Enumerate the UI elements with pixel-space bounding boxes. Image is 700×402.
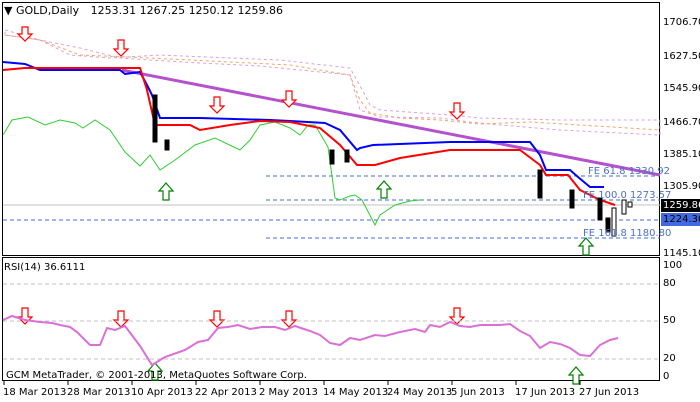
x-tick: 17 Jun 2013 (515, 387, 576, 398)
dropdown-triangle-icon[interactable]: ▼ (4, 4, 13, 17)
x-tick: 10 Apr 2013 (131, 387, 193, 398)
cloud-span-b (4, 29, 661, 136)
y-tick: 1466.70 (663, 117, 700, 128)
rsi-y-tick: 50 (663, 315, 676, 326)
buy-arrows (146, 180, 595, 385)
y-tick: 1627.50 (663, 51, 700, 62)
chart-title: ▼ GOLD,Daily 1253.31 1267.25 1250.12 125… (4, 4, 283, 17)
level-price-tag: 1224.30 (661, 213, 700, 226)
rsi-panel[interactable] (2, 257, 660, 381)
price-chart-panel[interactable] (2, 2, 660, 256)
x-tick: 2 May 2013 (259, 387, 318, 398)
x-tick: 18 Mar 2013 (3, 387, 67, 398)
fib-label-161: FE 161.8 1180.80 (583, 228, 672, 239)
rsi-label: RSI(14) 36.6111 (4, 262, 86, 273)
fib-label-100: FE 100.0 1273.57 (583, 190, 672, 201)
y-tick: 1545.90 (663, 83, 700, 94)
rsi-y-tick: 0 (663, 371, 670, 382)
y-tick: 1145.10 (663, 248, 700, 259)
y-tick: 1305.90 (663, 181, 700, 192)
x-tick: 27 Jun 2013 (579, 387, 640, 398)
symbol-label: GOLD,Daily (15, 4, 80, 17)
x-tick: 14 May 2013 (323, 387, 389, 398)
cloud-span-a (4, 34, 661, 131)
rsi-y-tick: 100 (663, 260, 683, 271)
x-tick: 28 Mar 2013 (67, 387, 131, 398)
y-tick: 1706.70 (663, 17, 700, 28)
x-tick: 5 Jun 2013 (451, 387, 505, 398)
rsi-y-tick: 20 (663, 353, 676, 364)
sell-arrows (16, 26, 466, 328)
x-tick: 22 Apr 2013 (195, 387, 257, 398)
y-tick: 1385.10 (663, 149, 700, 160)
ohlc-values: 1253.31 1267.25 1250.12 1259.86 (90, 4, 284, 17)
trendline (121, 68, 661, 177)
fib-label-61: FE 61.8 1330.92 (588, 166, 671, 177)
copyright-text: GCM MetaTrader, © 2001-2013, MetaQuotes … (6, 370, 307, 381)
rsi-line (2, 314, 619, 367)
current-price-tag: 1259.86 (661, 199, 700, 212)
x-tick: 24 May 2013 (387, 387, 453, 398)
rsi-y-tick: 80 (663, 278, 676, 289)
